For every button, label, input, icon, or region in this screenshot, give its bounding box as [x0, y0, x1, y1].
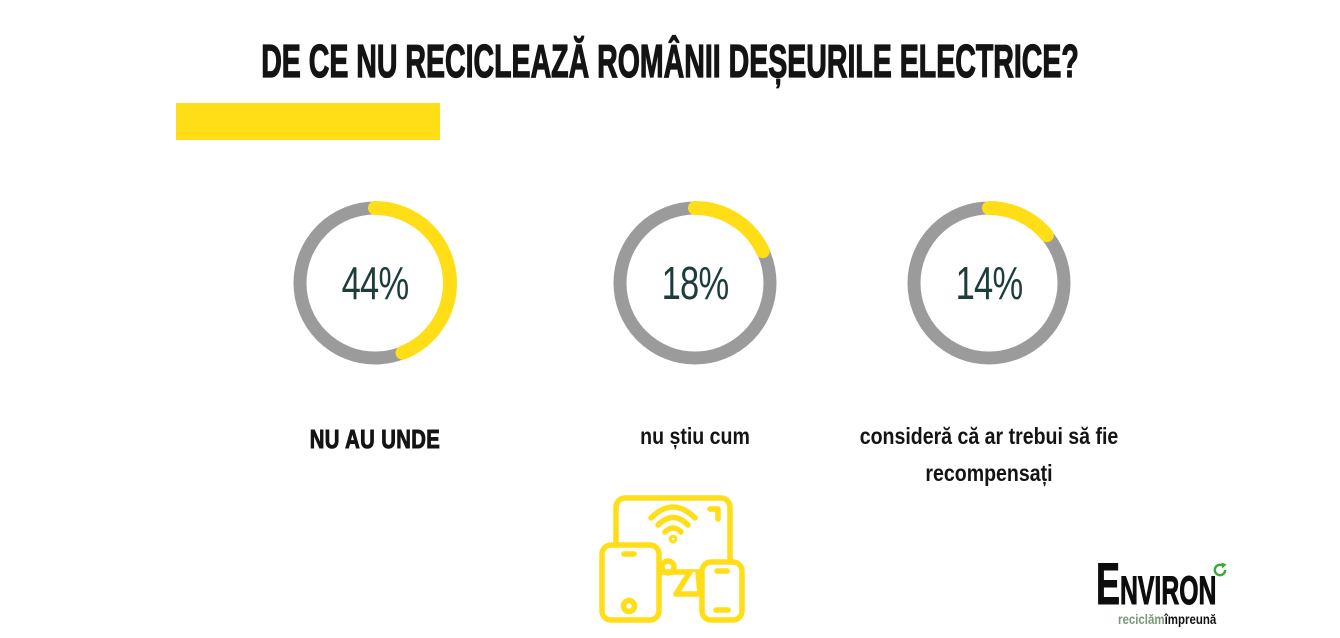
title-accent-bar [176, 103, 440, 140]
page-title: DE CE NU RECICLEAZĂ ROMÂNII DEȘEURILE EL… [261, 34, 1079, 87]
phone-shape [699, 559, 745, 623]
tablet-button [620, 597, 638, 615]
logo-initial: E [1096, 552, 1121, 617]
donut-svg-1 [293, 201, 457, 365]
environ-logo: ENVIRON reciclămîmpreună [1096, 555, 1256, 627]
wifi-icon [662, 525, 684, 535]
logo-tagline: reciclămîmpreună [1118, 611, 1231, 627]
gauge-nu-stiu-cum: 18% nu știu cum [485, 198, 905, 455]
logo-rest: NVIRON [1119, 569, 1217, 613]
donut-arc [293, 201, 457, 365]
donut-arc [613, 201, 777, 365]
gauge-value-label: 14% [955, 257, 1024, 309]
donut-svg-3 [907, 201, 1071, 365]
tagline-reciclam: reciclăm [1118, 611, 1165, 628]
corner-bracket-shape [707, 506, 721, 522]
donut-chart-2: 18% [610, 198, 780, 368]
donut-chart-3: 14% [904, 198, 1074, 368]
donut-chart-1: 44% [290, 198, 460, 368]
stand-mount-ring [659, 558, 677, 576]
gauge-caption: consideră că ar trebui să fie recompensa… [859, 423, 1119, 487]
gauge-value-label: 18% [661, 257, 730, 309]
donut-svg-2 [613, 201, 777, 365]
gauge-caption: nu știu cum [640, 423, 750, 449]
tablet-shape [599, 542, 662, 623]
donut-arc [907, 201, 1071, 365]
logo-wordmark: ENVIRON [1096, 555, 1217, 614]
electronic-devices-icon [599, 495, 745, 623]
gauge-recompensati: 14% consideră că ar trebui să fie recomp… [779, 198, 1199, 493]
tagline-impreuna: împreună [1164, 611, 1217, 628]
monitor-stand-shape [673, 569, 703, 597]
gauge-value-label: 44% [341, 257, 410, 309]
gauge-nu-au-unde: 44% NU AU UNDE [165, 198, 585, 460]
recycle-arrow-icon [1213, 562, 1227, 577]
gauge-caption: NU AU UNDE [309, 423, 441, 454]
